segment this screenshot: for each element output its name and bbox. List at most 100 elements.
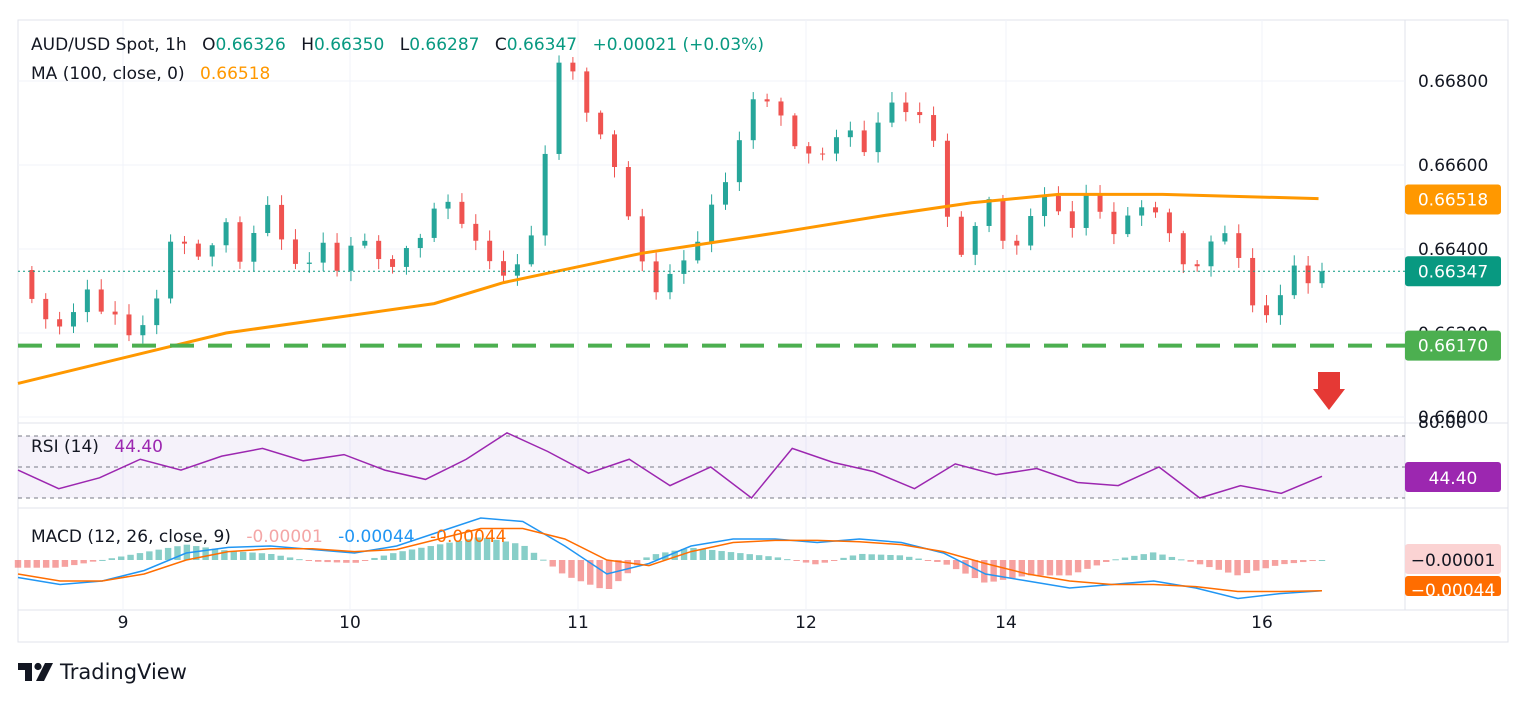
candle-body <box>972 225 978 255</box>
macd-histogram-bar <box>652 554 660 560</box>
candle-body <box>84 289 90 313</box>
macd-histogram-bar <box>540 559 547 561</box>
high-value: 0.66350 <box>313 35 385 55</box>
macd-histogram-bar <box>268 554 275 560</box>
candle-body <box>209 245 215 257</box>
candle-body <box>168 241 174 299</box>
candle-body <box>57 319 63 327</box>
time-tick-label: 10 <box>339 613 361 633</box>
macd-histogram-bar <box>1093 560 1101 566</box>
candle-body <box>1222 233 1228 242</box>
candle-body <box>584 71 590 113</box>
macd-histogram-bar <box>671 550 678 560</box>
macd-histogram-bar <box>427 546 434 560</box>
macd-histogram-bar <box>1234 560 1241 576</box>
macd-histogram-bar <box>521 545 528 560</box>
candle-body <box>931 115 937 141</box>
time-tick-label: 16 <box>1251 613 1273 633</box>
candle-body <box>806 146 812 154</box>
macd-histogram-bar <box>296 559 303 561</box>
macd-signal-value: -0.00044 <box>430 527 507 547</box>
macd-histogram-bar <box>71 560 78 566</box>
candle-body <box>1125 215 1131 235</box>
rsi-legend: RSI (14) 44.40 <box>31 437 163 457</box>
candle-body <box>1208 241 1214 267</box>
macd-histogram-bar <box>1018 560 1025 577</box>
macd-histogram-bar <box>230 551 237 560</box>
candle-body <box>320 242 326 263</box>
candle-body <box>43 298 49 320</box>
macd-histogram-bar <box>840 557 847 560</box>
macd-hist-value: -0.00001 <box>246 527 323 547</box>
macd-histogram-bar <box>483 538 491 560</box>
candle-body <box>431 208 437 238</box>
macd-histogram-bar <box>558 560 566 574</box>
candle-body <box>348 245 354 271</box>
macd-histogram-bar <box>1103 560 1110 562</box>
macd-label: MACD (12, 26, close, 9) <box>31 527 231 547</box>
candle-body <box>612 134 618 167</box>
macd-histogram-bar <box>596 560 603 589</box>
candle-body <box>1083 195 1089 228</box>
macd-histogram-bar <box>136 553 144 560</box>
macd-histogram-bar <box>943 560 950 565</box>
candle-body <box>764 99 770 102</box>
macd-histogram-bar <box>465 539 472 560</box>
macd-histogram-bar <box>277 555 284 560</box>
macd-histogram-bar <box>981 560 988 583</box>
candle-body <box>98 289 104 312</box>
tradingview-logo[interactable]: TradingView <box>18 660 187 684</box>
macd-histogram-bar <box>727 552 735 560</box>
macd-histogram-bar <box>1159 554 1166 560</box>
candle-body <box>1291 265 1297 296</box>
time-tick-label: 9 <box>118 613 129 633</box>
change-value: +0.00021 (+0.03%) <box>592 35 764 55</box>
macd-histogram-bar <box>474 537 481 560</box>
macd-histogram-bar <box>1121 557 1129 560</box>
candle-body <box>1055 195 1061 212</box>
macd-histogram-bar <box>446 542 453 560</box>
candle-body <box>1166 212 1172 234</box>
macd-histogram-bar <box>42 560 50 568</box>
macd-histogram-bar <box>1290 560 1298 564</box>
candle-body <box>889 102 895 123</box>
macd-histogram-bar <box>390 553 397 560</box>
time-tick-label: 14 <box>995 613 1017 633</box>
ma-badge-bg <box>1405 184 1501 215</box>
candle-body <box>667 273 673 293</box>
macd-histogram-bar <box>530 552 538 560</box>
candle-body <box>570 62 576 72</box>
macd-histogram-bar <box>793 560 800 561</box>
macd-histogram-bar <box>164 547 172 560</box>
macd-histogram-bar <box>1027 560 1035 576</box>
macd-hist-badge: −0.00001 <box>1411 551 1496 571</box>
macd-histogram-bar <box>624 560 631 574</box>
candle-body <box>1153 207 1159 213</box>
macd-histogram-bar <box>361 560 369 561</box>
candle-body <box>1319 271 1325 284</box>
low-value: 0.66287 <box>409 35 480 55</box>
candle-body <box>598 112 604 135</box>
macd-histogram-bar <box>1215 560 1223 570</box>
symbol-title: AUD/USD Spot, 1h <box>31 35 187 55</box>
macd-histogram-bar <box>371 557 378 560</box>
macd-histogram-bar <box>765 556 772 560</box>
support-badge: 0.66170 <box>1418 337 1488 357</box>
macd-histogram-bar <box>633 560 641 566</box>
macd-histogram-bar <box>305 560 313 561</box>
candle-body <box>1277 295 1283 316</box>
candle-body <box>986 199 992 226</box>
macd-histogram-bar <box>239 551 247 560</box>
candle-body <box>1028 216 1034 246</box>
candle-body <box>709 204 715 242</box>
price-tick-label: 0.66600 <box>1418 156 1488 176</box>
macd-signal-badge: −0.00044 <box>1411 581 1496 601</box>
macd-histogram-bar <box>906 556 913 560</box>
macd-histogram-bar <box>709 550 716 560</box>
support-badge-bg <box>1405 330 1501 361</box>
macd-histogram-bar <box>896 555 904 560</box>
macd-histogram-bar <box>1243 560 1251 574</box>
candle-body <box>1111 211 1117 235</box>
candle-body <box>181 241 187 244</box>
